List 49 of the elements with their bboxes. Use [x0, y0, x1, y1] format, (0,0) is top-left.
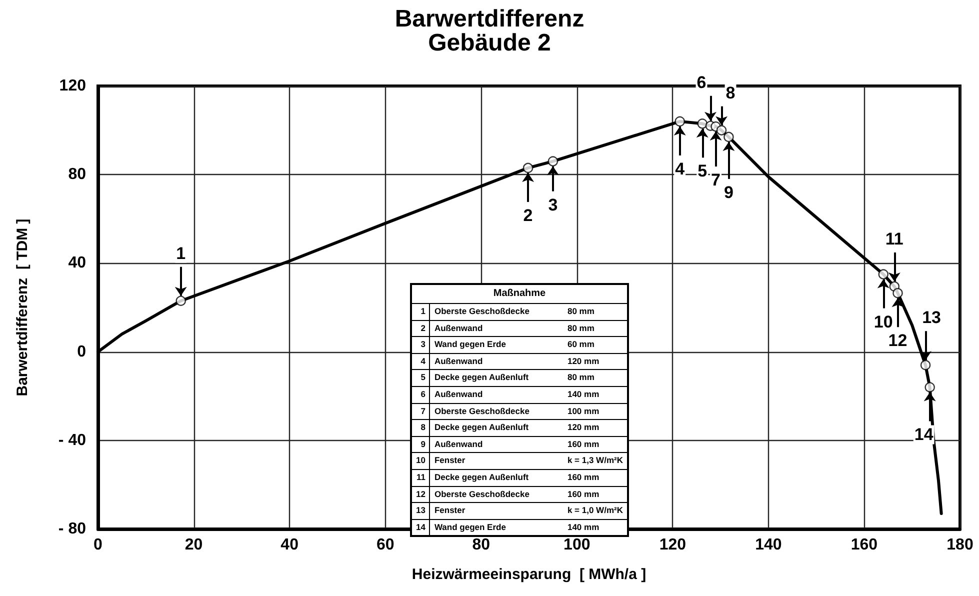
text: 3 Wand gegen Erde 60 mm: [420, 339, 594, 350]
annotation: 10: [874, 312, 893, 332]
annotation: Maßnahme: [411, 284, 628, 304]
text: 10 Fenster k = 1,3 W/m²K: [416, 455, 623, 466]
y-tick-label: 0: [77, 343, 86, 360]
text: 11 Decke gegen Außenluft 160 mm: [416, 472, 600, 482]
x-tick-label: 40: [280, 536, 299, 554]
y-axis-title: Barwertdifferenz [ TDM ]: [14, 218, 31, 396]
text: 13 Fenster k = 1,0 W/m²K: [416, 505, 623, 516]
text: 9 Außenwand 160 mm: [420, 438, 600, 449]
text: 2 Außenwand 80 mm: [420, 322, 594, 333]
x-tick-label: 20: [184, 536, 203, 554]
chart-subtitle: Gebäude 2: [428, 30, 551, 56]
x-tick-label: 100: [564, 536, 590, 554]
annotation: 2: [523, 206, 533, 225]
annotation: 4: [675, 159, 686, 178]
annotation: 7: [711, 170, 720, 190]
text: 6 Außenwand 140 mm: [420, 388, 600, 399]
annotation: 8: [726, 83, 736, 102]
text: 7 Oberste Geschoßdecke 100 mm: [420, 406, 600, 416]
x-tick-label: 180: [946, 536, 974, 554]
annotation: 5: [698, 162, 708, 181]
annotation: 12: [888, 331, 908, 350]
annotation: 13: [922, 308, 941, 328]
text: 1 Oberste Geschoßdecke 80 mm: [420, 306, 594, 316]
y-tick-label: 80: [68, 166, 86, 184]
text: 8 Decke gegen Außenluft 120 mm: [420, 422, 600, 432]
annotation: 14: [914, 425, 934, 444]
y-tick-label: 40: [68, 254, 86, 272]
x-tick-label: 160: [850, 536, 878, 554]
text: 12 Oberste Geschoßdecke 160 mm: [416, 488, 600, 499]
annotation: 9: [724, 182, 734, 202]
x-tick-label: 120: [659, 536, 686, 554]
annotation: 3: [548, 195, 558, 214]
text: 4 Außenwand 120 mm: [420, 356, 600, 366]
y-tick-label: 120: [59, 78, 86, 94]
x-tick-label: 140: [755, 536, 782, 554]
x-tick-label: 60: [376, 536, 394, 554]
x-tick-label: 0: [94, 536, 103, 554]
y-tick-label: - 80: [58, 520, 86, 538]
text: 14 Wand gegen Erde 140 mm: [416, 522, 600, 532]
chart-title: Barwertdifferenz: [394, 6, 584, 32]
annotation: 6: [696, 72, 706, 92]
annotation: 1: [176, 244, 186, 263]
y-tick-label: - 40: [58, 432, 86, 449]
annotation: 11: [885, 229, 904, 248]
x-axis-title: Heizwärmeeinsparung [ MWh/a ]: [412, 566, 646, 583]
text: 5 Decke gegen Außenluft 80 mm: [420, 372, 594, 382]
x-tick-label: 80: [472, 536, 490, 554]
